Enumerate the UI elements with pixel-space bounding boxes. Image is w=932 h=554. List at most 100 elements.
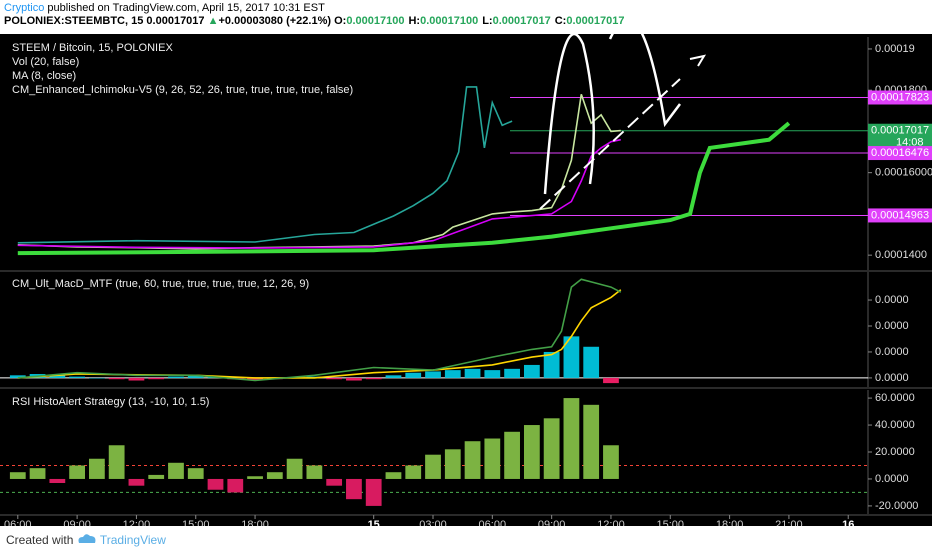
publisher[interactable]: Cryptico: [4, 2, 45, 14]
hist-bar: [207, 478, 224, 490]
price-tag-label: 0.00014963: [871, 209, 929, 221]
pane-title: CM_Ult_MacD_MTF (true, 60, true, true, t…: [12, 278, 309, 290]
pane-title: RSI HistoAlert Strategy (13, -10, 10, 1.…: [12, 396, 209, 408]
x-tick-label: 21:00: [775, 519, 803, 526]
series-line: [17, 94, 621, 250]
y-tick-label: 0.00019: [875, 43, 915, 55]
ohlc: O:0.00017100 H:0.00017100 L:0.00017017 C:0.…: [334, 15, 628, 27]
hist-bar: [365, 377, 382, 380]
price-tag-label: 0.00016476: [871, 147, 929, 159]
ohlc-value: 0.00017017: [566, 15, 625, 27]
series-line: [17, 138, 621, 249]
hist-bar: [464, 368, 481, 378]
y-tick-label: 0.0000: [875, 372, 909, 384]
y-tick-label: -20.0000: [875, 500, 918, 512]
x-tick-label: 18:00: [716, 519, 744, 526]
y-tick-label: 0.0000: [875, 346, 909, 358]
hist-bar: [306, 465, 323, 479]
x-tick-label: 09:00: [538, 519, 566, 526]
y-tick-label: 0.0001400: [875, 249, 927, 261]
x-tick-label: 15:00: [182, 519, 210, 526]
hist-bar: [88, 377, 105, 379]
y-tick-label: 20.0000: [875, 446, 915, 458]
header: Cryptico published on TradingView.com, A…: [0, 0, 932, 34]
hist-bar: [504, 431, 520, 479]
x-tick-label: 09:00: [63, 519, 91, 526]
drawing: [543, 34, 681, 195]
hist-bar: [108, 377, 125, 380]
hist-bar: [9, 375, 26, 378]
countdown: 14:08: [896, 137, 924, 149]
hist-bar: [365, 478, 382, 506]
price-tag: [868, 123, 932, 150]
price-tag: [868, 90, 932, 105]
hist-bar: [148, 377, 165, 380]
created: Created with: [6, 533, 74, 547]
hist-bar: [603, 445, 619, 479]
y-tick-label: 0.0000: [875, 473, 909, 485]
brand[interactable]: TradingView: [99, 533, 166, 547]
hist-bar: [247, 377, 263, 381]
hist-bar: [444, 370, 461, 378]
hist-bar: [187, 468, 204, 479]
hist-bar: [29, 468, 46, 479]
x-tick-label: 06:00: [4, 519, 32, 526]
hist-bar: [563, 398, 580, 479]
price-tag: [868, 208, 932, 223]
up-arrow: ▲: [207, 15, 219, 27]
hist-bar: [543, 351, 560, 378]
price-tag-label: 0.00017017: [871, 125, 929, 137]
ticker-line: POLONIEX:STEEMBTC, 15 0.00017017 ▲+0.000…: [4, 15, 928, 28]
x-tick-label: 15: [368, 519, 380, 526]
hist-bar: [326, 478, 343, 486]
hist-bar: [346, 478, 362, 500]
hist-bar: [385, 375, 402, 378]
hist-bar: [128, 377, 145, 381]
ohlc-value: 0.00017100: [420, 15, 479, 27]
hist-bar: [444, 449, 461, 479]
legend-entry: CM_Enhanced_Ichimoku-V5 (9, 26, 52, 26, …: [12, 84, 353, 96]
x-tick-label: 12:00: [597, 519, 625, 526]
publish-line: Cryptico published on TradingView.com, A…: [4, 2, 928, 15]
hist-bar: [266, 472, 283, 479]
hist-bar: [128, 478, 145, 486]
x-tick-label: 15:00: [657, 519, 685, 526]
hist-bar: [247, 476, 263, 479]
hist-bar: [464, 441, 481, 479]
hist-bar: [425, 454, 441, 479]
hist-bar: [168, 376, 184, 378]
legend-entry: Vol (20, false): [12, 56, 79, 68]
ohlc-key: L:: [482, 15, 493, 27]
hist-bar: [583, 404, 600, 479]
hist-bar: [187, 375, 204, 378]
ohlc-value: 0.00017017: [492, 15, 551, 27]
y-tick-label: 0.0000: [875, 294, 909, 306]
series-line: [17, 86, 513, 244]
logo: [78, 534, 96, 543]
ohlc-value: 0.00017100: [346, 15, 405, 27]
hist-bar: [425, 371, 441, 378]
y-tick-label: 60.0000: [875, 392, 915, 404]
hist-bar: [88, 458, 105, 479]
hist-bar: [49, 478, 66, 483]
y-tick-label: 0.00016000: [875, 167, 932, 179]
hist-bar: [504, 368, 520, 378]
price-tag: [868, 146, 932, 161]
hist-bar: [583, 346, 600, 378]
x-tick-label: 18:00: [241, 519, 269, 526]
ohlc-key: H:: [408, 15, 421, 27]
arrow-head: [689, 54, 707, 67]
footer: Created with TradingView: [0, 526, 932, 554]
hist-bar: [148, 474, 165, 479]
hist-bar: [405, 465, 422, 479]
x-tick-label: 03:00: [419, 519, 447, 526]
hist-bar: [385, 472, 402, 479]
price-tag-label: 0.00017823: [871, 91, 929, 103]
hist-bar: [405, 372, 422, 378]
last: 0.00017017: [146, 15, 205, 27]
hist-bar: [603, 377, 619, 384]
x-tick-label: 12:00: [123, 519, 151, 526]
hist-bar: [543, 418, 560, 479]
hist-bar: [346, 377, 362, 381]
